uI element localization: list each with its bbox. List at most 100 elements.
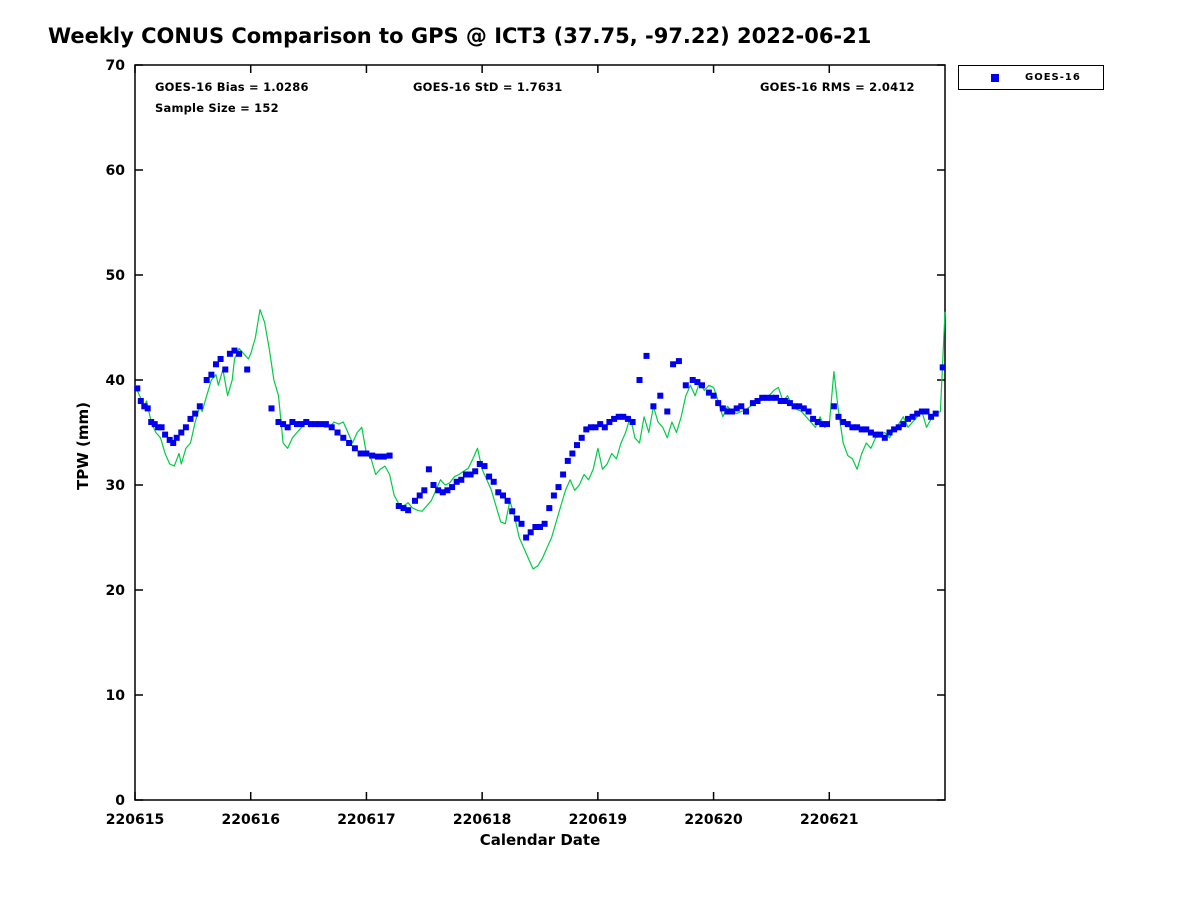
series-marker-goes-16: [710, 392, 717, 399]
series-line-gps: [134, 309, 946, 570]
series-marker-goes-16: [636, 377, 643, 383]
x-tick-label: 220620: [684, 812, 743, 828]
series-marker-goes-16: [523, 534, 530, 541]
series-marker-goes-16: [395, 503, 402, 509]
series-marker-goes-16: [800, 405, 807, 412]
series-marker-goes-16: [513, 515, 520, 522]
series-marker-goes-16: [340, 434, 347, 441]
series-marker-goes-16: [444, 487, 451, 494]
x-tick-label: 220616: [221, 812, 279, 828]
y-tick-label: 20: [106, 583, 126, 599]
x-axis-label: Calendar Date: [479, 831, 601, 849]
series-marker-goes-16: [682, 382, 689, 389]
series-marker-goes-16: [754, 398, 761, 404]
series-marker-goes-16: [303, 419, 310, 425]
series-marker-goes-16: [363, 450, 370, 457]
series-marker-goes-16: [854, 424, 861, 431]
x-tick-label: 220617: [337, 812, 395, 828]
series-marker-goes-16: [170, 440, 177, 446]
x-tick-label: 220619: [569, 812, 627, 828]
y-tick-label: 40: [106, 373, 126, 389]
series-marker-goes-16: [472, 468, 479, 475]
series-marker-goes-16: [284, 424, 291, 431]
series-marker-goes-16: [877, 431, 884, 438]
series-marker-goes-16: [909, 413, 916, 420]
series-marker-goes-16: [796, 403, 803, 410]
series-marker-goes-16: [504, 497, 511, 504]
series-marker-goes-16: [729, 408, 736, 415]
series-marker-goes-16: [375, 453, 381, 460]
series-marker-goes-16: [518, 520, 525, 527]
series-marker-goes-16: [858, 426, 865, 433]
series-marker-goes-16: [462, 471, 469, 478]
series-marker-goes-16: [900, 421, 907, 428]
x-tick-label: 220621: [800, 812, 858, 828]
series-marker-goes-16: [650, 403, 657, 410]
series-marker-goes-16: [166, 436, 173, 443]
series-marker-goes-16: [867, 429, 874, 436]
series-marker-goes-16: [158, 424, 165, 431]
series-marker-goes-16: [555, 484, 562, 491]
series-marker-goes-16: [814, 419, 821, 425]
axes-box: [134, 64, 946, 801]
series-marker-goes-16: [805, 408, 812, 415]
series-marker-goes-16: [226, 350, 233, 357]
series-marker-goes-16: [773, 394, 780, 401]
y-tick-label: 10: [106, 688, 126, 704]
series-marker-goes-16: [137, 398, 144, 404]
series-marker-goes-16: [905, 415, 911, 422]
series-marker-goes-16: [824, 421, 830, 428]
series-marker-goes-16: [467, 471, 474, 478]
stat-bias: GOES-16 Bias = 1.0286: [155, 80, 309, 94]
series-marker-goes-16: [178, 429, 185, 436]
series-marker-goes-16: [928, 413, 935, 420]
series-marker-goes-16: [786, 400, 793, 407]
series-marker-goes-16: [914, 410, 921, 417]
series-marker-goes-16: [182, 424, 189, 431]
series-marker-goes-16: [587, 424, 594, 431]
series-marker-goes-16: [881, 434, 888, 441]
series-marker-goes-16: [439, 489, 446, 496]
series-marker-goes-16: [615, 413, 622, 420]
series-marker-goes-16: [280, 421, 287, 428]
series-marker-goes-16: [357, 450, 364, 457]
series-marker-goes-16: [481, 463, 488, 470]
series-marker-goes-16: [611, 415, 618, 422]
series-marker-goes-16: [236, 350, 243, 357]
series-marker-goes-16: [791, 403, 798, 410]
series-marker-goes-16: [863, 426, 870, 433]
series-marker-goes-16: [749, 400, 756, 407]
series-marker-goes-16: [569, 450, 576, 457]
series-marker-goes-16: [844, 421, 851, 428]
legend-marker-square-icon: [991, 73, 999, 82]
series-marker-goes-16: [782, 398, 789, 404]
series-marker-goes-16: [733, 405, 740, 412]
series-marker-goes-16: [369, 452, 376, 459]
y-tick-label: 50: [106, 268, 126, 284]
series-marker-goes-16: [490, 478, 497, 485]
stat-std: GOES-16 StD = 1.7631: [413, 80, 563, 94]
series-marker-goes-16: [527, 529, 534, 536]
series-marker-goes-16: [351, 445, 358, 452]
series-marker-goes-16: [670, 361, 677, 368]
series-marker-goes-16: [819, 421, 826, 428]
series-marker-goes-16: [231, 347, 238, 354]
series-marker-goes-16: [222, 366, 229, 373]
series-marker-goes-16: [601, 424, 608, 431]
series-marker-goes-16: [458, 476, 465, 483]
y-tick-label: 30: [106, 478, 126, 494]
series-marker-goes-16: [307, 421, 314, 428]
series-marker-goes-16: [380, 453, 387, 460]
series-marker-goes-16: [151, 421, 158, 428]
y-tick-label: 0: [115, 793, 125, 809]
series-marker-goes-16: [509, 508, 516, 515]
series-marker-goes-16: [449, 484, 456, 491]
series-marker-goes-16: [213, 361, 219, 368]
x-tick-label: 220618: [453, 812, 511, 828]
series-marker-goes-16: [328, 424, 335, 431]
series-marker-goes-16: [724, 408, 731, 415]
series-marker-goes-16: [664, 408, 671, 415]
series-marker-goes-16: [435, 487, 442, 494]
series-marker-goes-16: [592, 424, 599, 431]
series-marker-goes-16: [453, 478, 460, 485]
